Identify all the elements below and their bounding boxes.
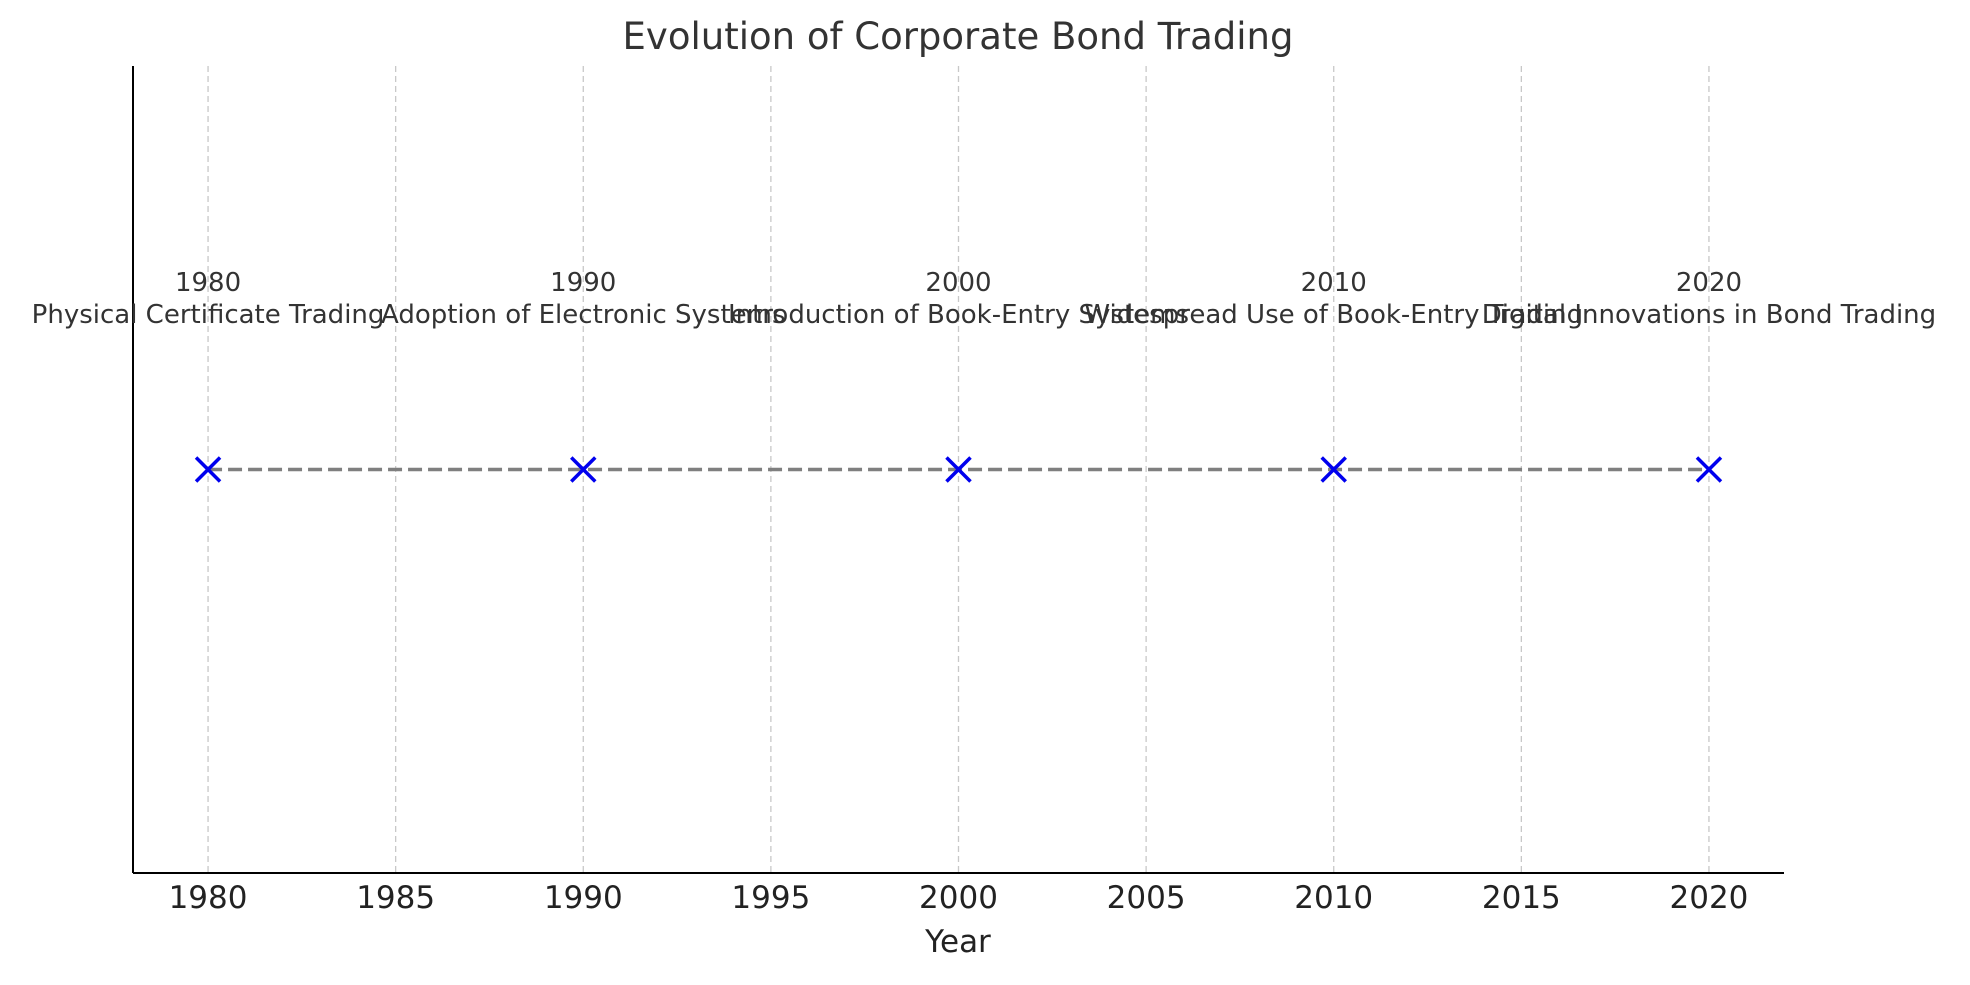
axes-layer	[132, 66, 1784, 874]
event-year-label: 2000	[925, 268, 991, 298]
data-point-marker	[1320, 456, 1347, 483]
x-tick-label: 1990	[544, 880, 623, 916]
ticks-layer: 1980 1985 1990 1995 2000 2005 2010 2015 2020	[169, 880, 1749, 916]
data-point-marker	[1695, 456, 1723, 483]
event-year-label: 1980	[175, 268, 241, 298]
data-point-marker	[945, 456, 972, 483]
data-point-marker	[570, 456, 597, 483]
x-tick-label: 2020	[1670, 880, 1749, 916]
data-point-marker	[194, 456, 222, 483]
chart-title: Evolution of Corporate Bond Trading	[623, 15, 1294, 58]
x-tick-label: 2000	[919, 880, 998, 916]
series-layer	[194, 456, 1723, 483]
x-tick-label: 1995	[731, 880, 810, 916]
x-tick-label: 2015	[1482, 880, 1561, 916]
event-year-label: 2020	[1676, 268, 1742, 298]
x-tick-label: 2010	[1294, 880, 1373, 916]
event-year-label: 2010	[1301, 268, 1367, 298]
x-tick-label: 2005	[1107, 880, 1186, 916]
event-description-label: Introduction of Book-Entry Systems	[728, 300, 1189, 330]
event-description-label: Widespread Use of Book-Entry Trading	[1084, 300, 1583, 330]
x-tick-label: 1985	[356, 880, 435, 916]
x-axis-label: Year	[924, 924, 991, 960]
x-tick-label: 1980	[169, 880, 248, 916]
event-description-label: Physical Certificate Trading	[32, 300, 385, 330]
event-description-label: Digital Innovations in Bond Trading	[1482, 300, 1936, 330]
event-description-label: Adoption of Electronic Systems	[381, 300, 786, 330]
event-year-label: 1990	[550, 268, 616, 298]
